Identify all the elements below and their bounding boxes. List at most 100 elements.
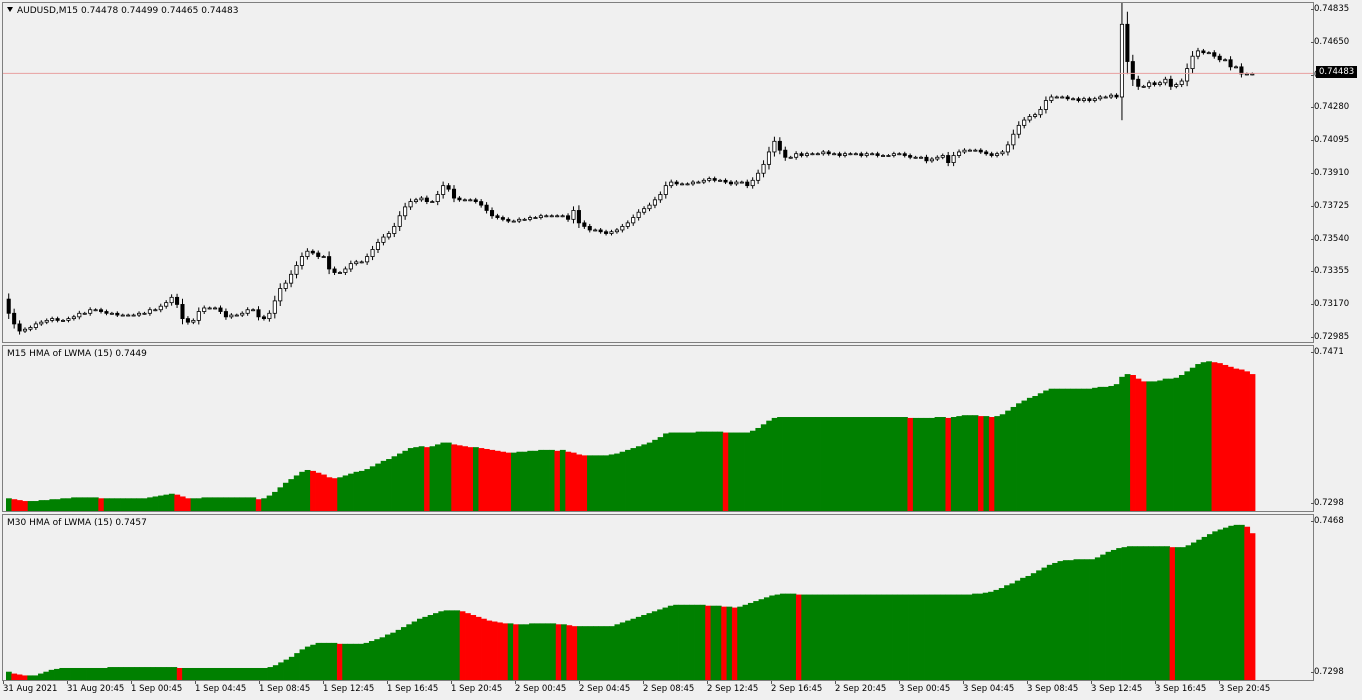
hma-bar	[912, 417, 919, 511]
candle	[229, 313, 234, 319]
hma-m30-axis: 0.7468 0.7298	[1311, 514, 1362, 681]
hma-bar	[283, 659, 290, 680]
hma-bar	[657, 609, 663, 680]
hma-bar	[59, 667, 66, 680]
hma-bar	[1244, 526, 1251, 680]
hma-bar	[614, 453, 621, 511]
hma-bar	[217, 497, 224, 511]
candle	[739, 180, 744, 184]
hma-bar	[1110, 549, 1117, 680]
time-axis-label: 3 Sep 08:45	[1027, 681, 1079, 694]
candle	[549, 214, 554, 218]
hma-bar	[395, 629, 402, 680]
hma-bar	[214, 667, 220, 680]
hma-bar	[1137, 546, 1144, 680]
hma-bar	[500, 451, 506, 511]
candle	[582, 220, 587, 229]
hma-bar	[549, 449, 555, 511]
hma-bar	[701, 431, 707, 511]
hma-bar	[11, 499, 18, 511]
hma-bar	[375, 463, 382, 511]
hma-bar	[804, 417, 811, 511]
hma-bar	[880, 417, 887, 511]
hma-bar	[865, 594, 872, 680]
hma-bar	[577, 626, 583, 680]
hma-m15-pane[interactable]: M15 HMA of LWMA (15) 0.7449	[2, 345, 1314, 512]
hma-bar	[201, 497, 208, 511]
hma-bar	[6, 671, 12, 680]
time-axis-label: 3 Sep 12:45	[1091, 681, 1143, 694]
time-axis-label: 1 Sep 20:45	[451, 681, 503, 694]
hma-bar	[876, 594, 882, 680]
hma-bar	[945, 594, 952, 680]
hma-bar	[1081, 388, 1088, 511]
hma-bar	[1048, 388, 1055, 511]
price-axis-tick: 0.73170	[1310, 299, 1350, 310]
hma-bar	[358, 470, 365, 511]
hma-bar	[82, 497, 88, 511]
hma-bar	[206, 497, 213, 511]
hma-bar	[652, 439, 659, 511]
hma-bar	[1036, 570, 1042, 680]
candle	[826, 150, 831, 156]
candle	[538, 213, 543, 220]
symbol-name: AUDUSD,M15	[17, 6, 78, 16]
hma-bar	[902, 594, 909, 680]
price-chart-pane[interactable]: AUDUSD,M15 0.74478 0.74499 0.74465 0.7448…	[2, 2, 1314, 343]
hma-m15-label: M15 HMA of LWMA (15) 0.7449	[7, 349, 147, 359]
hma-bar	[171, 667, 178, 680]
candle	[82, 311, 87, 315]
hma-bar	[1030, 573, 1037, 680]
hma-bar	[262, 667, 268, 680]
hma-bar	[54, 668, 60, 680]
hma-bar	[505, 452, 512, 511]
hma-bar	[22, 675, 28, 680]
candle	[484, 202, 489, 214]
candle	[321, 255, 326, 258]
hma-bar	[853, 417, 859, 511]
hma-m30-pane[interactable]: M30 HMA of LWMA (15) 0.7457	[2, 514, 1314, 681]
hma-bar	[440, 442, 447, 511]
candle	[1027, 114, 1032, 123]
hma-bar	[163, 494, 170, 511]
candle	[848, 152, 853, 156]
candle	[115, 311, 120, 318]
hma-bar	[158, 495, 164, 511]
candle	[772, 136, 777, 157]
hma-bar	[369, 466, 376, 511]
candle	[859, 151, 864, 158]
hma-bar	[266, 495, 273, 511]
hma-bar	[1169, 547, 1176, 680]
hma-bar	[427, 615, 434, 680]
hma-bar	[239, 497, 246, 511]
hma-bar	[451, 444, 458, 511]
hma-bar	[608, 454, 615, 511]
hma-bar	[198, 667, 204, 680]
candle	[1011, 129, 1016, 150]
hma-bar	[1094, 557, 1101, 680]
dropdown-arrow-icon[interactable]	[7, 7, 13, 12]
hma-bar	[76, 497, 83, 511]
candle	[685, 182, 690, 186]
hma-bar	[523, 624, 530, 680]
candle	[1081, 96, 1086, 103]
hma-bar	[443, 610, 450, 680]
candle	[837, 151, 842, 158]
candle	[1109, 93, 1114, 99]
candle	[1195, 47, 1201, 60]
hma-bar	[109, 498, 116, 511]
candle	[251, 308, 256, 312]
hma-bar	[107, 667, 114, 680]
hma-bar	[924, 594, 930, 680]
hma-bar	[261, 498, 268, 511]
hma-bar	[187, 667, 194, 680]
hma-bar	[352, 643, 359, 680]
candle	[392, 222, 397, 238]
hma-bar	[87, 497, 94, 511]
candle	[674, 180, 679, 186]
hma-bar	[956, 416, 963, 511]
hma-bar	[1178, 375, 1185, 511]
hma-bar	[64, 667, 71, 680]
hma-bar	[706, 431, 713, 511]
hma-bar	[956, 594, 962, 680]
